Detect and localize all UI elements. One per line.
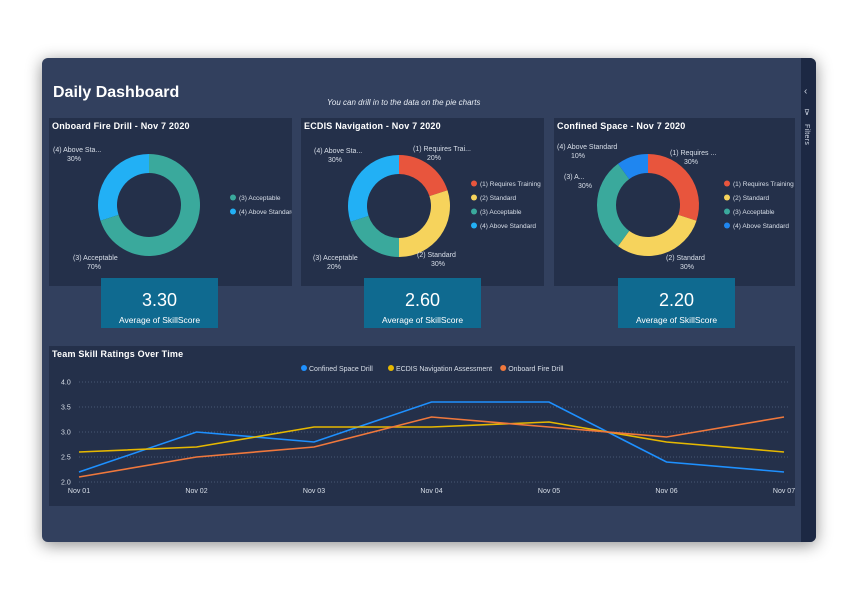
fire-drill-donut-chart[interactable]: (4) Above Sta... 30% (3) Acceptable 70% (3) … (49, 118, 292, 286)
legend-marker (724, 194, 730, 201)
chevron-left-icon[interactable]: ‹ (804, 86, 808, 97)
legend-label[interactable]: ECDIS Navigation Assessment (396, 366, 492, 373)
legend-marker (301, 365, 307, 371)
slice-label-name: (4) Above Sta... (53, 147, 101, 154)
legend-label[interactable]: (3) Acceptable (480, 209, 522, 216)
legend-label[interactable]: (3) Acceptable (239, 195, 281, 202)
slice-label-pct: 20% (427, 155, 441, 162)
donut-slice[interactable] (648, 154, 699, 221)
filter-icon: ⊽ (804, 108, 810, 117)
fire-drill-kpi-card[interactable]: 3.30 Average of SkillScore (101, 278, 218, 328)
legend-label[interactable]: (3) Acceptable (733, 209, 775, 216)
series-line[interactable] (78, 416, 785, 478)
line-chart-title: Team Skill Ratings Over Time (52, 349, 184, 359)
filters-pane[interactable]: ‹ ⊽ Filters (801, 58, 816, 542)
ecdis-donut-chart[interactable]: (1) Requires Trai... 20% (2) Standard 30% (3… (301, 118, 544, 286)
slice-label-name: (1) Requires Trai... (413, 146, 471, 153)
x-tick-label: Nov 06 (655, 488, 677, 495)
kpi-value: 2.20 (658, 290, 695, 310)
skill-ratings-line-chart[interactable]: Confined Space Drill ECDIS Navigation Ass… (49, 346, 795, 506)
donut-slice[interactable] (618, 154, 648, 180)
slice-label-pct: 30% (680, 264, 694, 271)
legend-label[interactable]: (1) Requires Training (733, 181, 794, 188)
legend-marker (230, 194, 236, 201)
slice-label-name: (2) Standard (666, 255, 705, 262)
donut-slice[interactable] (350, 215, 399, 257)
kpi-label: Average of SkillScore (118, 315, 201, 325)
legend-marker (724, 208, 730, 215)
series-line[interactable] (78, 401, 785, 473)
y-tick-label: 4.0 (61, 380, 71, 387)
x-tick-label: Nov 02 (185, 488, 207, 495)
slice-label-name: (1) Requires ... (670, 150, 716, 157)
y-tick-label: 3.0 (61, 430, 71, 437)
x-tick-label: Nov 03 (303, 488, 325, 495)
donut-slice[interactable] (399, 155, 448, 197)
confined-space-kpi-card[interactable]: 2.20 Average of SkillScore (618, 278, 735, 328)
series-line[interactable] (78, 421, 785, 453)
legend-marker (230, 208, 236, 215)
legend-marker (388, 365, 394, 371)
pie-title: Onboard Fire Drill - Nov 7 2020 (52, 121, 190, 131)
pie-title: Confined Space - Nov 7 2020 (557, 121, 686, 131)
legend-marker (471, 208, 477, 215)
kpi-label: Average of SkillScore (381, 315, 464, 325)
donut-slice[interactable] (100, 154, 201, 256)
y-tick-label: 3.5 (61, 405, 71, 412)
legend-marker (471, 194, 477, 201)
legend-marker (500, 365, 507, 371)
filters-label: Filters (803, 124, 810, 146)
report-canvas: Daily Dashboard You can drill in to the … (42, 58, 816, 542)
slice-label-pct: 70% (87, 264, 101, 271)
legend-label[interactable]: (4) Above Standard (733, 223, 789, 230)
slice-label-pct: 30% (328, 157, 342, 164)
confined-space-pie-panel[interactable]: Confined Space - Nov 7 2020 (1) Requires… (554, 118, 795, 286)
x-tick-label: Nov 01 (68, 488, 90, 495)
slice-label-pct: 10% (571, 153, 585, 160)
legend-label[interactable]: (4) Above Standard (480, 223, 536, 230)
slice-label-name: (2) Standard (417, 252, 456, 259)
legend-label[interactable]: (2) Standard (733, 195, 770, 202)
donut-slice[interactable] (618, 214, 697, 256)
slice-label-name: (4) Above Sta... (314, 148, 362, 155)
page-title: Daily Dashboard (53, 84, 180, 101)
legend-marker (724, 222, 730, 229)
y-tick-label: 2.0 (61, 480, 71, 487)
kpi-label: Average of SkillScore (635, 315, 718, 325)
legend-label[interactable]: Confined Space Drill (309, 366, 373, 373)
donut-slice[interactable] (97, 154, 149, 221)
legend-label[interactable]: Onboard Fire Drill (508, 366, 564, 373)
legend-marker (471, 222, 477, 229)
slice-label-pct: 30% (578, 183, 592, 190)
slice-label-name: (3) Acceptable (313, 255, 358, 262)
donut-slice[interactable] (348, 155, 399, 222)
slice-label-pct: 30% (67, 156, 81, 163)
confined-space-donut-chart[interactable]: (1) Requires ... 30% (2) Standard 30% (3) A.… (554, 118, 795, 286)
x-tick-label: Nov 05 (538, 488, 560, 495)
drill-hint-text: You can drill in to the data on the pie … (327, 98, 481, 107)
legend-marker (724, 180, 730, 187)
slice-label-name: (3) A... (564, 174, 585, 181)
pie-title: ECDIS Navigation - Nov 7 2020 (304, 121, 441, 131)
legend-label[interactable]: (1) Requires Training (480, 181, 541, 188)
legend-label[interactable]: (2) Standard (480, 195, 517, 202)
legend-marker (471, 180, 477, 187)
fire-drill-pie-panel[interactable]: Onboard Fire Drill - Nov 7 2020 (4) Abov… (49, 118, 292, 286)
ecdis-kpi-card[interactable]: 2.60 Average of SkillScore (364, 278, 481, 328)
slice-label-pct: 30% (684, 159, 698, 166)
slice-label-name: (3) Acceptable (73, 255, 118, 262)
kpi-value: 3.30 (141, 290, 178, 310)
slice-label-pct: 20% (327, 264, 341, 271)
y-tick-label: 2.5 (61, 455, 71, 462)
ecdis-pie-panel[interactable]: ECDIS Navigation - Nov 7 2020 (1) Requir… (301, 118, 544, 286)
x-tick-label: Nov 04 (420, 488, 442, 495)
x-tick-label: Nov 07 (773, 488, 795, 495)
donut-slice[interactable] (597, 163, 630, 247)
legend-label[interactable]: (4) Above Standard (239, 209, 292, 216)
donut-slice[interactable] (399, 190, 450, 257)
kpi-value: 2.60 (404, 290, 441, 310)
slice-label-pct: 30% (431, 261, 445, 268)
skill-ratings-line-panel[interactable]: Team Skill Ratings Over Time Confined Sp… (49, 346, 795, 506)
slice-label-name: (4) Above Standard (557, 144, 617, 151)
